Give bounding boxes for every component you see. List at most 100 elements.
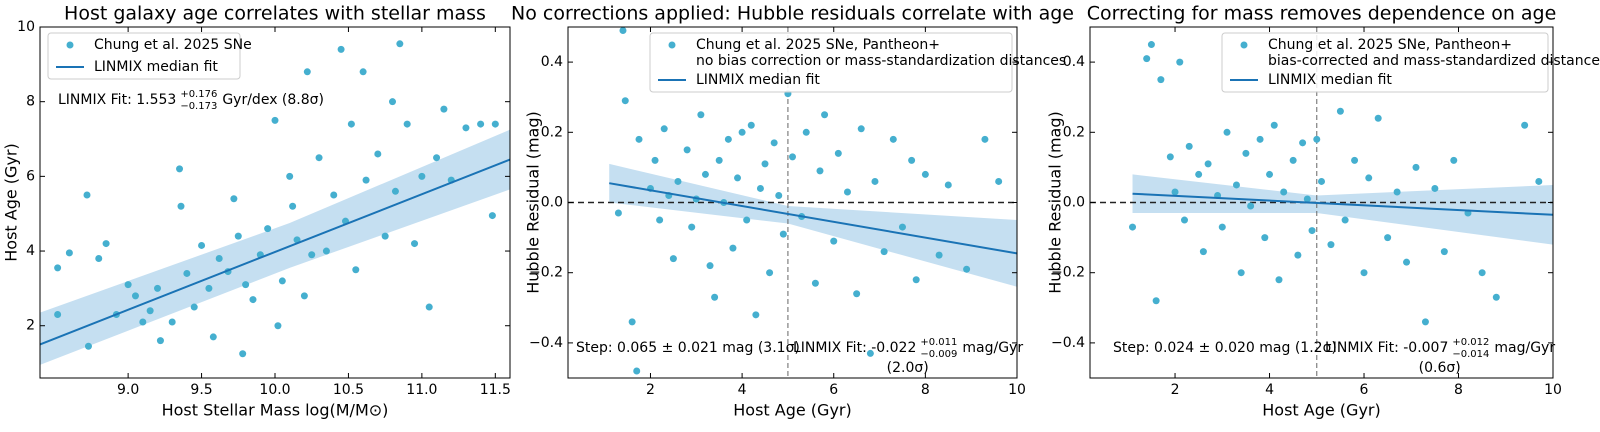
data-point bbox=[1440, 248, 1448, 256]
legend-box bbox=[1221, 32, 1549, 93]
data-point bbox=[1256, 135, 1264, 143]
data-point bbox=[853, 290, 861, 298]
fit-annotation: LINMIX Fit: 1.553 bbox=[58, 92, 176, 108]
data-point bbox=[477, 120, 485, 128]
plot-area bbox=[1090, 27, 1553, 378]
data-point bbox=[674, 177, 682, 185]
data-point bbox=[156, 337, 164, 345]
data-point bbox=[1421, 318, 1429, 326]
data-point bbox=[963, 265, 971, 273]
data-point bbox=[770, 139, 778, 147]
data-point bbox=[621, 97, 629, 105]
data-point bbox=[1176, 58, 1184, 66]
data-point bbox=[1341, 216, 1349, 224]
y-tick-label: −0.4 bbox=[529, 335, 563, 351]
data-point bbox=[396, 40, 404, 48]
data-point bbox=[1303, 195, 1311, 203]
fit-lower: −0.009 bbox=[920, 349, 957, 360]
y-tick-label: 4 bbox=[26, 243, 35, 259]
fit-annotation: LINMIX Fit: -0.022 bbox=[793, 340, 916, 356]
data-point bbox=[286, 172, 294, 180]
data-point bbox=[834, 149, 842, 157]
y-tick-label: 2 bbox=[26, 318, 35, 334]
y-axis-label: Hubble Residual (mag) bbox=[524, 111, 543, 294]
data-point bbox=[866, 349, 874, 357]
data-point bbox=[775, 191, 783, 199]
legend-marker bbox=[66, 41, 74, 49]
data-point bbox=[1360, 269, 1368, 277]
data-point bbox=[747, 121, 755, 129]
data-point bbox=[330, 191, 338, 199]
y-tick-label: 0.2 bbox=[1063, 124, 1085, 140]
data-point bbox=[628, 318, 636, 326]
data-point bbox=[669, 255, 677, 263]
data-point bbox=[1129, 223, 1137, 231]
data-point bbox=[1478, 269, 1486, 277]
data-point bbox=[95, 255, 103, 263]
data-point bbox=[1152, 297, 1160, 305]
data-point bbox=[766, 269, 774, 277]
x-tick-label: 4 bbox=[738, 382, 747, 398]
fit-line bbox=[609, 182, 1017, 255]
fit-lower: −0.173 bbox=[180, 101, 217, 112]
data-point bbox=[779, 230, 787, 238]
data-point bbox=[1393, 188, 1401, 196]
data-point bbox=[908, 156, 916, 164]
data-point bbox=[1195, 170, 1203, 178]
data-point bbox=[1237, 269, 1245, 277]
fit-upper: +0.012 bbox=[1452, 337, 1489, 348]
x-tick-label: 8 bbox=[921, 382, 930, 398]
data-point bbox=[230, 195, 238, 203]
data-point bbox=[1336, 107, 1344, 115]
data-point bbox=[308, 251, 316, 259]
data-point bbox=[981, 135, 989, 143]
chart-title: No corrections applied: Hubble residuals… bbox=[511, 3, 1074, 25]
data-point bbox=[215, 255, 223, 263]
data-point bbox=[935, 251, 943, 259]
data-point bbox=[389, 98, 396, 106]
x-tick-label: 2 bbox=[1171, 382, 1180, 398]
data-point bbox=[205, 284, 213, 292]
data-point bbox=[1242, 149, 1250, 157]
data-point bbox=[734, 174, 742, 182]
data-point bbox=[715, 156, 723, 164]
data-point bbox=[347, 120, 355, 128]
data-point bbox=[198, 241, 206, 249]
x-axis-label: Host Age (Gyr) bbox=[1262, 401, 1380, 420]
data-point bbox=[635, 135, 643, 143]
fit-note: (0.6σ) bbox=[1419, 360, 1461, 376]
fit-unit: Gyr/dex (8.8σ) bbox=[222, 92, 324, 108]
data-point bbox=[688, 223, 696, 231]
legend-label: LINMIX median fit bbox=[94, 59, 218, 75]
data-point bbox=[683, 146, 691, 154]
fit-upper: +0.176 bbox=[180, 89, 217, 100]
data-point bbox=[1294, 251, 1302, 259]
fit-annotation: LINMIX Fit: -0.007 bbox=[1325, 340, 1448, 356]
data-point bbox=[362, 176, 370, 184]
legend-box bbox=[649, 32, 1013, 93]
data-point bbox=[278, 277, 286, 285]
data-point bbox=[843, 188, 851, 196]
data-point bbox=[1247, 202, 1255, 210]
data-point bbox=[830, 237, 838, 245]
data-point bbox=[374, 150, 382, 158]
data-point bbox=[1204, 160, 1212, 168]
x-tick-label: 10 bbox=[1008, 382, 1026, 398]
data-point bbox=[83, 191, 91, 199]
chart-title: Host galaxy age correlates with stellar … bbox=[64, 3, 486, 25]
data-point bbox=[359, 68, 367, 76]
data-point bbox=[1313, 135, 1321, 143]
data-point bbox=[761, 160, 769, 168]
data-point bbox=[322, 247, 330, 255]
x-tick-label: 11.0 bbox=[406, 382, 437, 398]
legend-label: Chung et al. 2025 SNe, Pantheon+ no bias … bbox=[696, 37, 1066, 69]
data-point bbox=[1166, 153, 1174, 161]
data-point bbox=[1261, 234, 1269, 242]
x-axis-label: Host Age (Gyr) bbox=[733, 401, 851, 420]
data-point bbox=[488, 212, 496, 220]
data-point bbox=[300, 292, 308, 300]
data-point bbox=[857, 125, 865, 133]
data-point bbox=[337, 45, 345, 53]
legend-label: LINMIX median fit bbox=[696, 72, 820, 88]
